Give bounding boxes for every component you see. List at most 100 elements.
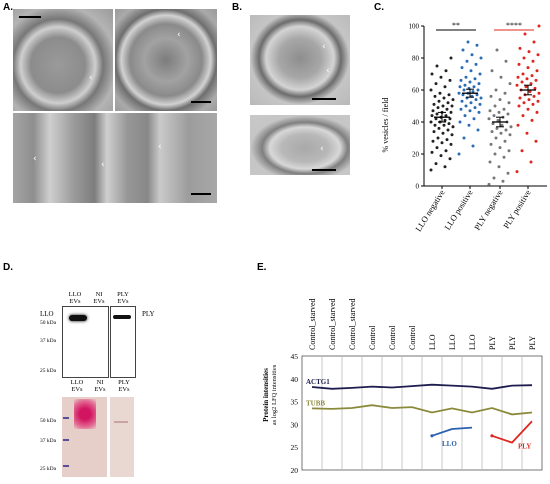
data-point [475, 93, 479, 97]
data-point [447, 122, 451, 126]
micrograph-a3: ‹ ‹ ‹ [13, 113, 217, 203]
data-point [508, 133, 512, 137]
data-point [497, 110, 501, 114]
data-point [502, 107, 506, 111]
data-point [488, 160, 492, 164]
series-name-label: PLY [518, 443, 531, 451]
y-tick-label: 0 [416, 183, 420, 191]
data-point [474, 98, 478, 102]
data-point [470, 53, 474, 57]
data-point [444, 69, 448, 73]
category-label: LLO positive [442, 188, 475, 232]
data-point [492, 114, 496, 118]
data-point [435, 146, 439, 150]
panel-label-c: C. [374, 2, 384, 13]
western-blot-llo [62, 306, 109, 378]
data-point [522, 56, 526, 60]
data-point [444, 149, 448, 153]
y-tick-label: 80 [412, 55, 420, 63]
data-point [537, 91, 541, 95]
data-point [449, 56, 453, 60]
micrograph-b2: ‹ [250, 115, 350, 175]
y-tick-label: 20 [412, 151, 420, 159]
data-point [451, 125, 455, 129]
data-point [526, 107, 530, 111]
data-point [449, 142, 453, 146]
data-point [464, 75, 468, 79]
data-point [536, 99, 540, 103]
series-name-label: ACTG1 [306, 378, 330, 386]
data-point [479, 96, 483, 100]
x-category-label: Control [368, 325, 377, 350]
data-point [479, 56, 483, 60]
data-point [448, 78, 452, 82]
ladder-marker-band [63, 465, 69, 467]
data-point [525, 77, 529, 81]
significance-label: **** [506, 21, 522, 30]
marker-25kda: 25 kDa [40, 368, 57, 374]
data-point [530, 74, 534, 78]
data-point [523, 32, 527, 36]
data-point [447, 93, 451, 97]
data-point [473, 106, 477, 110]
data-point [529, 160, 533, 164]
data-point [524, 85, 528, 89]
marker-50kda: 50 kDa [40, 320, 57, 326]
y-tick-label: 45 [291, 352, 299, 361]
data-point [495, 126, 499, 130]
scale-bar [191, 101, 211, 103]
x-category-label: PLY [508, 335, 517, 350]
series-start-point [490, 434, 494, 438]
panel-label-a: A. [3, 2, 13, 13]
data-point [487, 117, 491, 121]
data-point [490, 69, 494, 73]
data-point [494, 136, 498, 140]
series-line [311, 383, 533, 390]
panel-label-d: D. [3, 262, 13, 273]
data-point [448, 117, 452, 121]
arrowhead-marker: ‹ [320, 144, 324, 154]
data-point [517, 62, 521, 66]
data-point [449, 110, 453, 114]
data-point [465, 59, 469, 63]
ponceau-stain-ply [110, 397, 134, 477]
data-point [504, 59, 508, 63]
arrowhead-marker: ‹ [326, 66, 330, 76]
scale-bar [191, 193, 211, 195]
data-point [439, 75, 443, 79]
data-point [509, 125, 513, 129]
data-point [461, 93, 465, 97]
data-point [469, 101, 473, 105]
stain-marker-25kda: 25 kDa [40, 466, 57, 472]
data-point [457, 91, 461, 95]
western-blot-ply [110, 306, 136, 378]
data-point [521, 114, 525, 118]
data-point [443, 85, 447, 89]
data-point [529, 82, 533, 86]
marker-37kda: 37 kDa [40, 338, 57, 344]
panel-label-b: B. [232, 2, 242, 13]
data-point [431, 109, 435, 113]
data-point [489, 94, 493, 98]
y-tick-label: 100 [409, 23, 420, 31]
data-point [474, 62, 478, 66]
series-line [491, 420, 533, 444]
blot-band-ply [113, 315, 131, 319]
data-point [469, 69, 473, 73]
data-point [468, 80, 472, 84]
data-point [438, 91, 442, 95]
data-point [535, 110, 539, 114]
data-point [430, 72, 434, 76]
stain-marker-37kda: 37 kDa [40, 438, 57, 444]
data-point [431, 139, 435, 143]
data-point [499, 131, 503, 135]
data-point [434, 162, 438, 166]
micrograph-b1: ‹ ‹ [250, 15, 350, 105]
data-point [503, 91, 507, 95]
data-point [434, 117, 438, 121]
data-point [437, 126, 441, 130]
data-point [520, 149, 524, 153]
significance-label: ** [452, 21, 460, 30]
data-point [458, 85, 462, 89]
blot-band-llo [69, 315, 87, 321]
